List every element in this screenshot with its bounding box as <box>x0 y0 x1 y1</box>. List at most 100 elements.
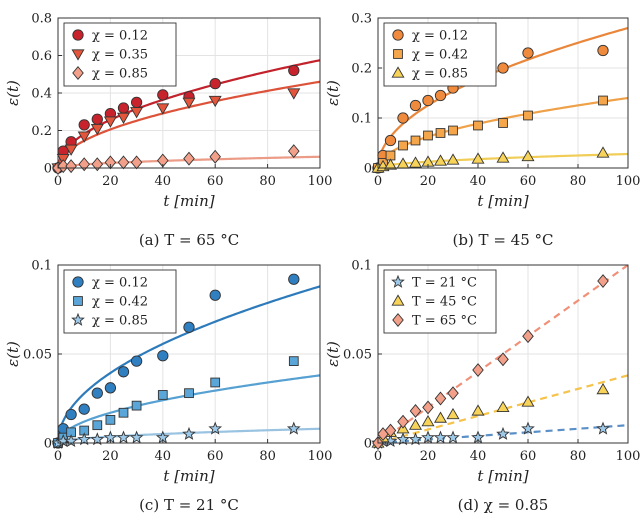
data-point <box>496 426 510 440</box>
data-point <box>397 414 409 429</box>
x-tick-label: 60 <box>520 449 537 464</box>
data-point <box>208 421 223 435</box>
y-axis-label: ε(t) <box>324 80 342 106</box>
legend-label: T = 65 °C <box>412 314 477 329</box>
x-tick-label: 100 <box>616 449 640 464</box>
data-point <box>498 118 508 128</box>
data-point <box>471 404 485 416</box>
x-tick-label: 60 <box>207 449 224 464</box>
legend-marker <box>391 294 405 306</box>
x-tick-label: 40 <box>470 174 487 189</box>
data-point <box>210 377 221 388</box>
y-tick-label: 0.4 <box>31 87 52 102</box>
data-point <box>288 356 299 366</box>
data-point <box>288 144 300 159</box>
data-point <box>596 382 610 395</box>
data-point <box>409 404 422 418</box>
data-point <box>522 47 534 59</box>
legend-marker <box>71 49 85 61</box>
data-point <box>471 152 485 164</box>
data-point <box>182 97 196 109</box>
data-point <box>496 151 510 163</box>
fit-line <box>378 265 628 443</box>
legend-marker <box>392 29 404 41</box>
legend-label: χ = 0.42 <box>412 48 468 63</box>
panel-d: 0 20 40 60 80 100 0 0.05 0.1 t [min] ε(t) T = 21 °C… <box>324 259 640 515</box>
data-point <box>497 62 509 74</box>
y-axis-label: ε(t) <box>324 341 342 367</box>
y-axis-label: ε(t) <box>4 341 22 367</box>
data-point <box>157 89 169 101</box>
legend-label: χ = 0.85 <box>92 67 148 82</box>
data-point <box>408 418 423 430</box>
data-point <box>130 107 144 119</box>
data-point <box>434 391 447 406</box>
data-point <box>157 350 169 362</box>
data-point <box>433 154 448 166</box>
y-tick-label: 0.2 <box>31 124 52 139</box>
y-tick-label: 0 <box>44 437 52 452</box>
x-tick-label: 20 <box>420 174 437 189</box>
data-point <box>131 400 142 411</box>
data-point <box>105 414 116 425</box>
x-tick-label: 0 <box>374 449 382 464</box>
data-point <box>57 159 70 174</box>
x-tick-label: 20 <box>420 449 437 464</box>
x-tick-label: 40 <box>155 174 172 189</box>
x-tick-label: 80 <box>570 174 587 189</box>
data-point <box>410 135 421 146</box>
data-point <box>116 112 131 124</box>
data-point <box>522 329 534 344</box>
data-point <box>598 95 608 106</box>
data-point <box>523 110 533 121</box>
data-point <box>183 151 195 166</box>
data-point <box>422 94 434 107</box>
data-point <box>65 159 77 174</box>
legend-label: χ = 0.12 <box>92 29 148 44</box>
legend-marker <box>71 312 85 326</box>
panel-caption: (a) T = 65 °C <box>139 231 239 249</box>
legend-marker <box>72 29 84 41</box>
data-point <box>596 146 610 158</box>
data-point <box>116 430 131 444</box>
data-point <box>596 421 610 435</box>
panel-caption: (d) χ = 0.85 <box>458 496 549 514</box>
x-tick-label: 80 <box>259 449 276 464</box>
data-point <box>129 430 144 444</box>
data-point <box>130 155 143 170</box>
data-point <box>117 366 130 378</box>
y-tick-label: 0.05 <box>343 348 372 363</box>
data-point <box>423 130 433 141</box>
data-point <box>92 420 103 431</box>
x-tick-label: 20 <box>102 174 119 189</box>
data-point <box>397 112 409 124</box>
x-axis-label: t [min] <box>163 467 214 485</box>
legend-marker <box>72 276 84 288</box>
legend-label: χ = 0.35 <box>92 48 148 63</box>
data-point <box>496 400 510 413</box>
data-point <box>209 289 221 301</box>
legend-marker <box>393 49 403 59</box>
x-tick-label: 0 <box>374 174 382 189</box>
axes-box <box>377 17 629 169</box>
x-tick-label: 60 <box>207 174 224 189</box>
data-point <box>104 155 117 170</box>
data-point <box>209 149 221 164</box>
data-point <box>64 434 78 448</box>
x-tick-label: 100 <box>308 449 333 464</box>
data-point <box>287 88 301 100</box>
data-point <box>472 363 484 377</box>
y-axis-label: ε(t) <box>4 80 22 106</box>
data-point <box>421 415 435 427</box>
data-point <box>117 102 130 114</box>
x-tick-label: 0 <box>54 174 62 189</box>
data-point <box>433 411 448 423</box>
legend-marker <box>391 274 405 288</box>
data-point <box>408 432 423 446</box>
data-point <box>435 128 446 138</box>
data-point <box>91 157 104 172</box>
data-point <box>77 432 92 446</box>
data-point <box>90 124 104 136</box>
data-point <box>447 386 459 401</box>
x-tick-label: 60 <box>520 174 537 189</box>
